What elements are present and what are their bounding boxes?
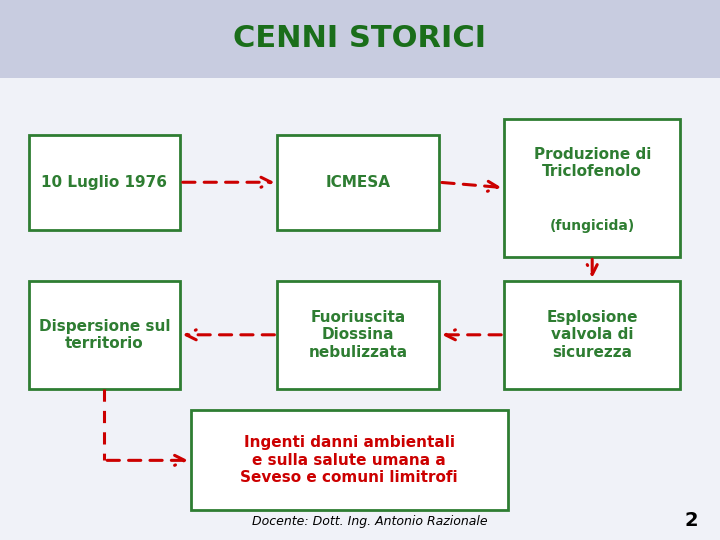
Text: (fungicida): (fungicida): [549, 219, 635, 233]
FancyBboxPatch shape: [29, 281, 180, 389]
Text: 2: 2: [685, 511, 698, 530]
Text: Dispersione sul
territorio: Dispersione sul territorio: [39, 319, 170, 351]
FancyBboxPatch shape: [29, 135, 180, 230]
Text: Docente: Dott. Ing. Antonio Razionale: Docente: Dott. Ing. Antonio Razionale: [252, 515, 487, 528]
FancyBboxPatch shape: [191, 410, 508, 510]
Bar: [0, 0, 720, 78]
Text: Esplosione
valvola di
sicurezza: Esplosione valvola di sicurezza: [546, 310, 638, 360]
Text: Ingenti danni ambientali
e sulla salute umana a
Seveso e comuni limitrofi: Ingenti danni ambientali e sulla salute …: [240, 435, 458, 485]
Text: 10 Luglio 1976: 10 Luglio 1976: [41, 175, 167, 190]
FancyBboxPatch shape: [277, 135, 439, 230]
Text: CENNI STORICI: CENNI STORICI: [233, 24, 487, 53]
FancyBboxPatch shape: [277, 281, 439, 389]
Text: Produzione di
Triclofenolo: Produzione di Triclofenolo: [534, 147, 651, 179]
Text: Fuoriuscita
Diossina
nebulizzata: Fuoriuscita Diossina nebulizzata: [309, 310, 408, 360]
FancyBboxPatch shape: [504, 281, 680, 389]
FancyBboxPatch shape: [504, 119, 680, 256]
Text: ICMESA: ICMESA: [325, 175, 391, 190]
